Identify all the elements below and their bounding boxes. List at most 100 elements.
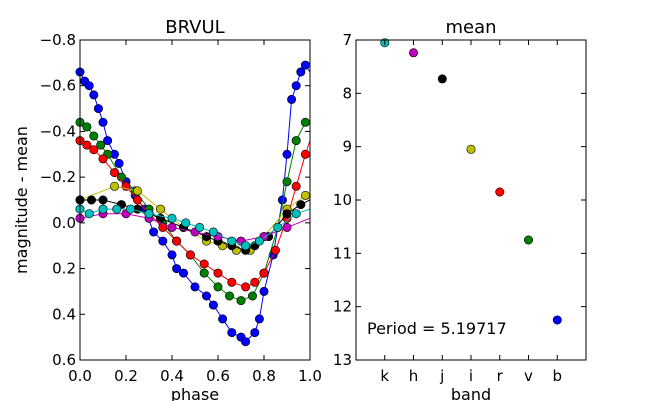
- series-0-point: [259, 286, 269, 296]
- series-0-point: [282, 149, 292, 159]
- series-0-point: [287, 94, 297, 104]
- series-0-point: [167, 250, 177, 260]
- series-0-point: [149, 227, 159, 237]
- mean-panel: mean k h j i r v b 7 8 9 10 11 12 13 Period = 5.19717…: [333, 17, 587, 401]
- series-2-point: [227, 277, 237, 287]
- left-y-tick-label: −0.8: [40, 31, 76, 49]
- series-2-point: [158, 222, 168, 232]
- series-1-point: [89, 131, 99, 141]
- right-panel-title: mean: [445, 17, 496, 38]
- right-y-tick-label: 9: [342, 138, 352, 156]
- series-5-point: [282, 222, 292, 232]
- left-axes-frame: [79, 39, 311, 361]
- series-6-point: [241, 241, 251, 251]
- series-6-point: [112, 204, 122, 214]
- series-0-point: [93, 104, 103, 114]
- light-curve-panel: BRVUL 0.0 0.2 0.4 0.6 0.8 1.0 −0.8 −0.6 −0.4 −0.2…: [12, 17, 322, 401]
- series-0-point: [254, 314, 264, 324]
- series-2-point: [300, 149, 310, 159]
- mean-point-v: [523, 235, 533, 245]
- series-0-point: [250, 328, 260, 338]
- series-6-point: [208, 227, 218, 237]
- right-y-tick-label: 8: [342, 84, 352, 102]
- right-x-tick-label: k: [380, 367, 389, 385]
- series-0-point: [296, 67, 306, 77]
- series-0-point: [218, 314, 228, 324]
- series-1-point: [213, 282, 223, 292]
- series-5-point: [167, 222, 177, 232]
- series-2-point: [98, 154, 108, 164]
- series-0-point: [208, 300, 218, 310]
- left-y-tick-label: 0.4: [52, 305, 76, 323]
- series-6-point: [273, 222, 283, 232]
- right-y-tick-label: 13: [333, 351, 352, 369]
- series-1-point: [248, 291, 258, 301]
- series-6-point: [227, 236, 237, 246]
- series-3-point: [156, 204, 166, 214]
- left-y-tick-label: 0.6: [52, 351, 76, 369]
- right-y-tick-label: 12: [333, 298, 352, 316]
- left-y-tick-label: 0.0: [52, 214, 76, 232]
- right-y-tick-label: 7: [342, 31, 352, 49]
- left-ylabel: magnitude - mean: [12, 126, 31, 274]
- series-0-point: [114, 158, 124, 168]
- left-panel-title: BRVUL: [165, 17, 224, 38]
- series-6-point: [291, 209, 301, 219]
- left-x-tick-label: 0.4: [160, 367, 184, 385]
- series-2-point: [89, 145, 99, 155]
- series-6-point: [167, 213, 177, 223]
- series-3-point: [300, 190, 310, 200]
- series-0-point: [98, 117, 108, 127]
- series-4-point: [98, 195, 108, 205]
- series-4-point: [282, 209, 292, 219]
- series-6-point: [195, 222, 205, 232]
- series-2-point: [259, 268, 269, 278]
- series-1-point: [236, 296, 246, 306]
- left-y-tick-label: 0.2: [52, 260, 76, 278]
- series-6-point: [126, 204, 136, 214]
- left-x-tick-label: 0.6: [206, 367, 230, 385]
- series-6-point: [144, 209, 154, 219]
- right-xlabel: band: [451, 385, 491, 401]
- right-x-tick-label: i: [469, 367, 473, 385]
- series-1-point: [225, 291, 235, 301]
- series-4-point: [296, 200, 306, 210]
- left-x-tick-label: 0.8: [252, 367, 276, 385]
- series-0-point: [190, 282, 200, 292]
- right-x-tick-label: b: [552, 367, 562, 385]
- left-ticks: 0.0 0.2 0.4 0.6 0.8 1.0 −0.8 −0.6 −0.4 −0.2 0.0 0.2…: [40, 31, 322, 385]
- series-0-point: [241, 337, 251, 347]
- series-2-point: [172, 236, 182, 246]
- series-3-point: [133, 186, 143, 196]
- series-0-point: [103, 136, 113, 146]
- right-ticks: k h j i r v b 7 8 9 10 11 12 13: [333, 31, 586, 385]
- series-2-point: [133, 195, 143, 205]
- series-2-point: [185, 250, 195, 260]
- series-0-point: [179, 268, 189, 278]
- series-1-point: [300, 117, 310, 127]
- right-x-tick-label: v: [524, 367, 533, 385]
- left-y-tick-label: −0.6: [40, 77, 76, 95]
- left-y-tick-label: −0.4: [40, 122, 76, 140]
- left-x-tick-label: 1.0: [298, 367, 322, 385]
- right-x-tick-label: h: [409, 367, 419, 385]
- series-0-point: [84, 81, 94, 91]
- series-2-point: [270, 245, 280, 255]
- series-2-point: [213, 268, 223, 278]
- mean-point-r: [495, 187, 505, 197]
- series-0-point: [158, 236, 168, 246]
- mean-point-b: [552, 315, 562, 325]
- right-x-tick-label: j: [439, 367, 444, 385]
- series-4-point: [87, 195, 97, 205]
- series-0-point: [227, 328, 237, 338]
- right-x-tick-label: r: [497, 367, 504, 385]
- left-x-tick-label: 0.0: [68, 367, 92, 385]
- left-plot-area: [75, 60, 311, 347]
- series-2-point: [199, 259, 209, 269]
- series-1-point: [96, 140, 106, 150]
- series-3-point: [110, 181, 120, 191]
- left-xlabel: phase: [171, 385, 219, 401]
- mean-point-i: [466, 144, 476, 154]
- series-1-point: [199, 268, 209, 278]
